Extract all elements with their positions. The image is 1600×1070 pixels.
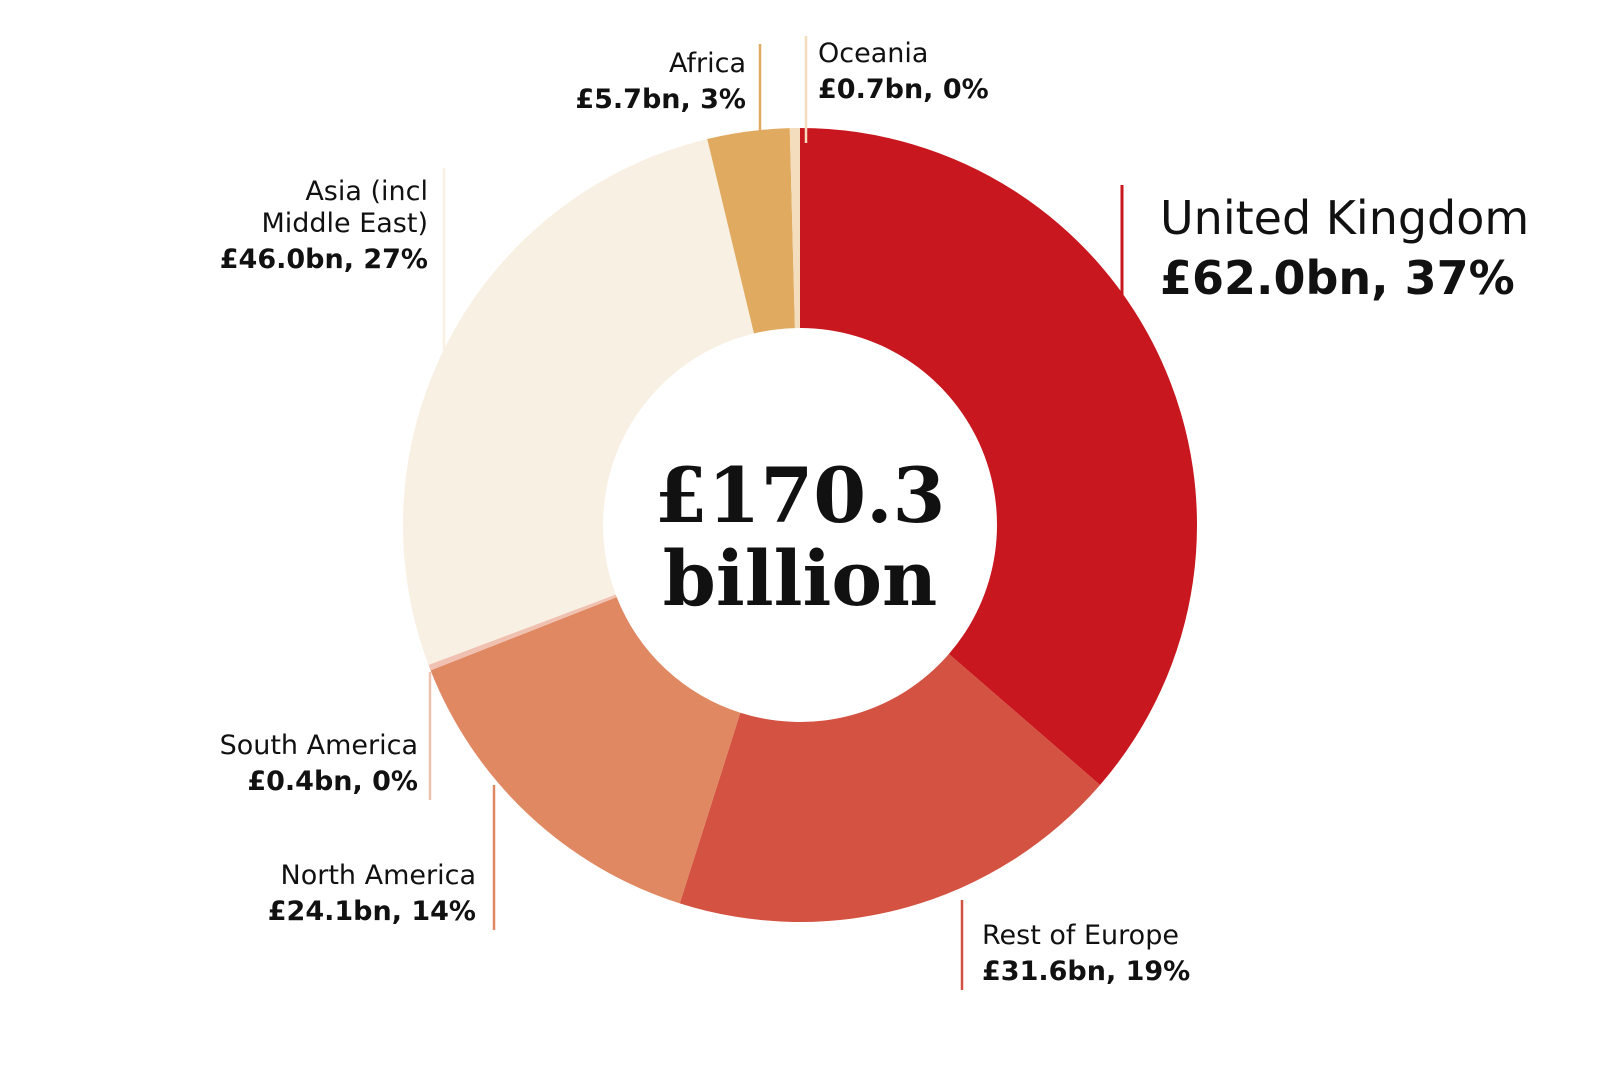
- label-value-asia-incl-middle-east: £46.0bn, 27%: [220, 244, 428, 275]
- center-total-unit: billion: [663, 534, 938, 623]
- slice-rest-of-europe: [679, 654, 1101, 922]
- label-value-north-america: £24.1bn, 14%: [268, 896, 476, 927]
- slice-north-america: [430, 597, 741, 904]
- label-value-africa: £5.7bn, 3%: [575, 84, 746, 115]
- slice-africa: [707, 128, 795, 334]
- label-name-united-kingdom: United Kingdom: [1160, 191, 1529, 245]
- label-name-north-america: North America: [281, 860, 476, 891]
- label-name-oceania: Oceania: [818, 38, 928, 69]
- label-name-south-america: South America: [220, 730, 418, 761]
- slice-asia-incl-middle-east: [403, 138, 754, 665]
- label-name-rest-of-europe: Rest of Europe: [982, 920, 1179, 951]
- slice-south-america: [428, 594, 617, 671]
- label-name-asia-incl-middle-east: Asia (incl: [305, 176, 428, 207]
- label-name-africa: Africa: [669, 48, 746, 79]
- label-value-oceania: £0.7bn, 0%: [818, 74, 989, 105]
- slice-labels: United Kingdom £62.0bn, 37% Rest of Europe…: [220, 38, 1530, 987]
- leader-lines: [428, 36, 1124, 990]
- label-value-rest-of-europe: £31.6bn, 19%: [982, 956, 1190, 987]
- label-name-asia-incl-middle-east: Middle East): [261, 208, 428, 239]
- donut-slices: [403, 128, 1197, 922]
- center-total-amount: £170.3: [655, 451, 946, 540]
- label-value-south-america: £0.4bn, 0%: [247, 766, 418, 797]
- slice-oceania: [789, 128, 800, 329]
- label-value-united-kingdom: £62.0bn, 37%: [1160, 251, 1515, 305]
- slice-united-kingdom: [800, 128, 1197, 785]
